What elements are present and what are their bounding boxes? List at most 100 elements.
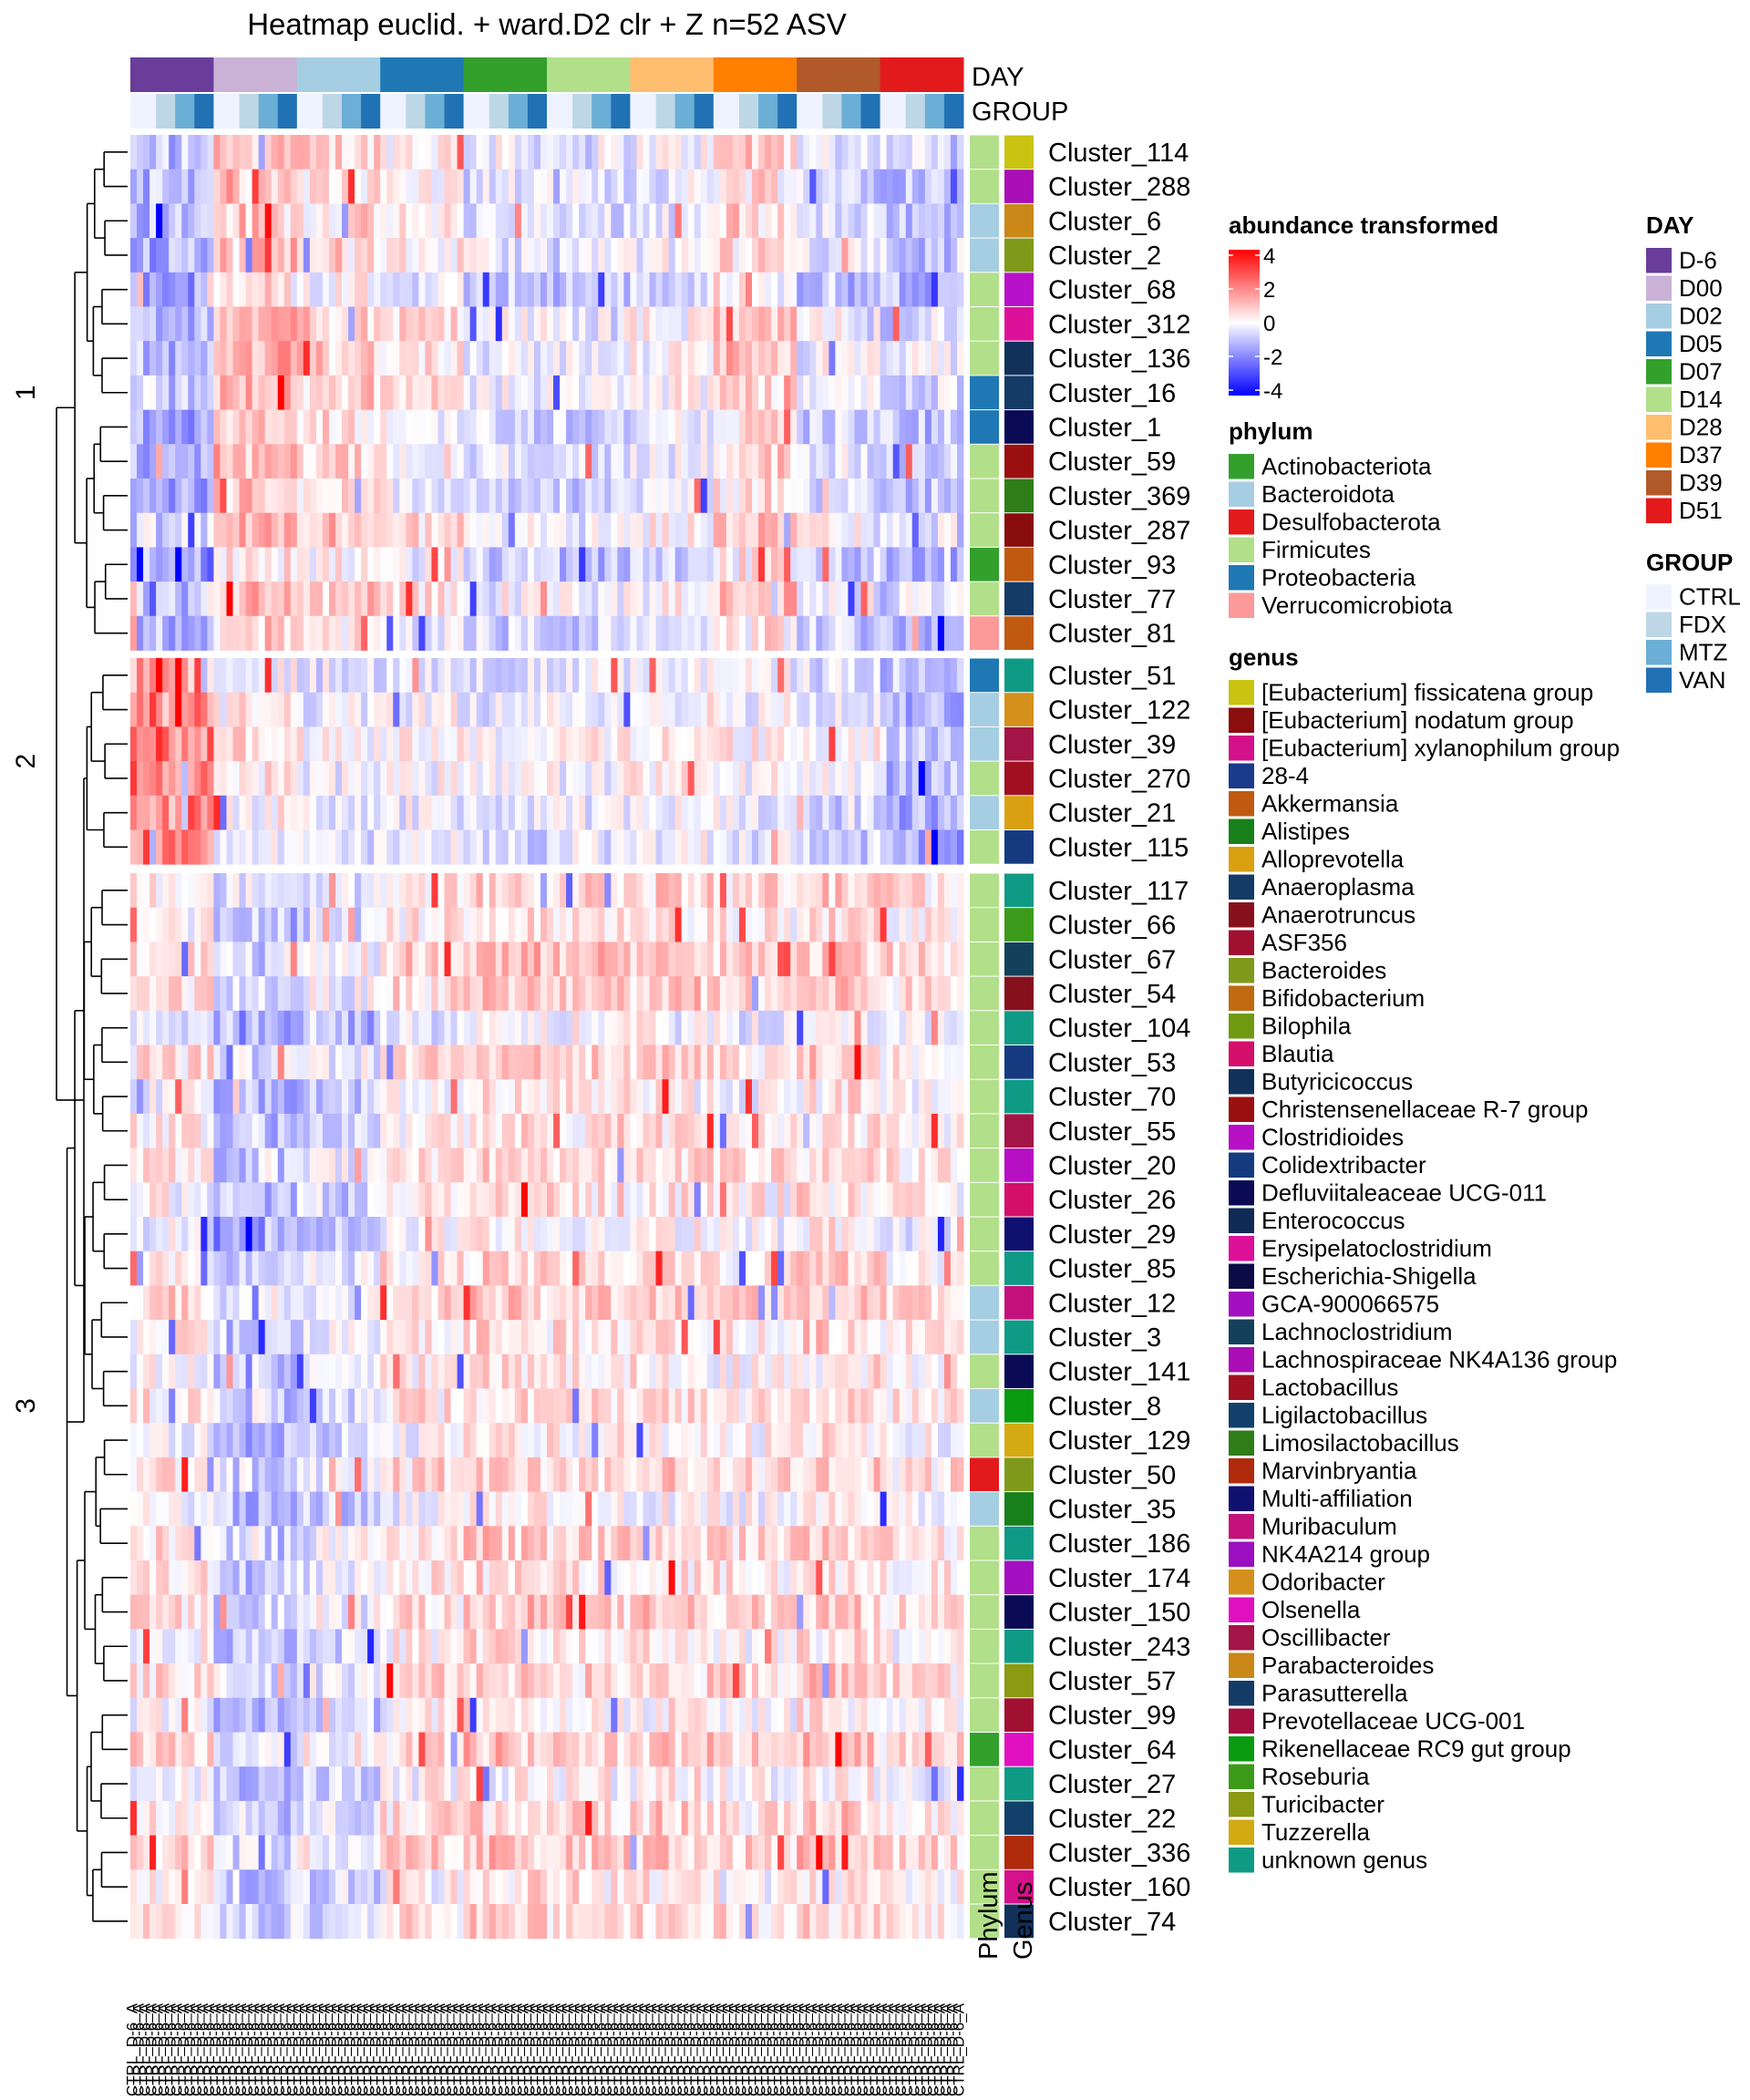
heatmap-cell — [258, 873, 266, 909]
heatmap-cell — [342, 761, 349, 797]
heatmap-cell — [848, 306, 855, 342]
heatmap-cell — [431, 1010, 438, 1045]
heatmap-cell — [771, 341, 778, 376]
heatmap-cell — [854, 692, 861, 727]
heatmap-cell — [649, 1045, 656, 1080]
heatmap-cell — [732, 582, 740, 617]
heatmap-cell — [450, 375, 458, 410]
heatmap-cell — [694, 976, 702, 1012]
heatmap-cell — [482, 1010, 490, 1045]
heatmap-cell — [431, 692, 438, 727]
heatmap-cell — [540, 726, 548, 762]
heatmap-cell — [636, 907, 643, 942]
heatmap-cell — [482, 135, 490, 170]
heatmap-cell — [296, 1045, 304, 1080]
heatmap-cell — [489, 375, 497, 410]
heatmap-cell — [911, 1182, 920, 1218]
heatmap-cell — [245, 444, 252, 479]
heatmap-cell — [732, 341, 740, 376]
heatmap-cell — [188, 582, 195, 617]
heatmap-cell — [854, 1251, 861, 1286]
heatmap-cell — [604, 1217, 612, 1252]
heatmap-cell — [194, 976, 201, 1012]
heatmap-cell — [706, 1045, 715, 1080]
heatmap-cell — [315, 1285, 324, 1321]
heatmap-cell — [790, 795, 798, 830]
heatmap-cell — [854, 375, 861, 410]
heatmap-cell — [508, 169, 516, 204]
heatmap-cell — [501, 1217, 510, 1252]
heatmap-cell — [476, 1148, 484, 1183]
heatmap-cell — [303, 306, 311, 342]
heatmap-cell — [425, 1045, 432, 1080]
heatmap-cell — [143, 761, 150, 797]
heatmap-cell — [188, 1251, 195, 1286]
heatmap-cell — [252, 976, 260, 1012]
heatmap-cell — [738, 409, 746, 445]
heatmap-cell — [444, 547, 451, 582]
heatmap-cell — [213, 761, 221, 797]
heatmap-cell — [592, 976, 599, 1012]
heatmap-cell — [444, 1217, 451, 1252]
heatmap-cell — [175, 341, 182, 376]
heatmap-cell — [771, 1251, 778, 1286]
heatmap-cell — [822, 1045, 829, 1080]
heatmap-cell — [213, 795, 221, 830]
heatmap-cell — [655, 582, 663, 617]
heatmap-cell — [469, 1217, 478, 1252]
heatmap-cell — [469, 1320, 478, 1355]
heatmap-cell — [374, 1251, 381, 1286]
heatmap-cell — [143, 1079, 150, 1115]
heatmap-cell — [700, 547, 708, 582]
heatmap-cell — [854, 1010, 861, 1045]
heatmap-cell — [880, 692, 888, 727]
heatmap-cell — [636, 829, 643, 865]
heatmap-cell — [137, 444, 144, 479]
heatmap-cell — [835, 1320, 842, 1355]
heatmap-cell — [315, 795, 324, 830]
heatmap-cell — [393, 1285, 400, 1321]
heatmap-cell — [309, 512, 317, 548]
heatmap-cell — [892, 1251, 901, 1286]
heatmap-cell — [137, 976, 144, 1012]
heatmap-cell — [290, 479, 298, 514]
heatmap-cell — [328, 1010, 336, 1045]
heatmap-cell — [252, 169, 260, 204]
heatmap-cell — [431, 761, 438, 797]
heatmap-cell — [393, 795, 400, 830]
heatmap-cell — [630, 203, 637, 239]
heatmap-cell — [592, 1079, 599, 1115]
heatmap-cell — [816, 479, 823, 514]
heatmap-cell — [463, 203, 471, 239]
group-segment-CTRL — [880, 94, 907, 129]
heatmap-cell — [489, 341, 497, 376]
heatmap-cell — [175, 1320, 182, 1355]
heatmap-cell — [540, 795, 548, 830]
heatmap-cell — [905, 1079, 913, 1115]
heatmap-cell — [617, 829, 624, 865]
heatmap-cell — [431, 615, 438, 651]
heatmap-cell — [745, 375, 753, 410]
heatmap-cell — [547, 1079, 554, 1115]
heatmap-cell — [572, 1045, 580, 1080]
heatmap-cell — [892, 341, 901, 376]
heatmap-cell — [309, 135, 317, 170]
heatmap-cell — [418, 1045, 426, 1080]
heatmap-cell — [649, 169, 656, 204]
heatmap-cell — [694, 306, 702, 342]
heatmap-cell — [803, 1010, 810, 1045]
heatmap-cell — [706, 615, 715, 651]
heatmap-cell — [758, 692, 766, 727]
heatmap-cell — [860, 306, 868, 342]
heatmap-cell — [169, 907, 176, 942]
heatmap-cell — [655, 1182, 663, 1218]
heatmap-cell — [797, 873, 804, 909]
heatmap-cell — [361, 1148, 368, 1183]
heatmap-cell — [374, 169, 381, 204]
heatmap-cell — [226, 341, 233, 376]
heatmap-cell — [489, 512, 497, 548]
heatmap-cell — [579, 658, 586, 694]
heatmap-cell — [463, 479, 471, 514]
heatmap-cell — [745, 1113, 753, 1148]
heatmap-cell — [520, 1182, 529, 1218]
